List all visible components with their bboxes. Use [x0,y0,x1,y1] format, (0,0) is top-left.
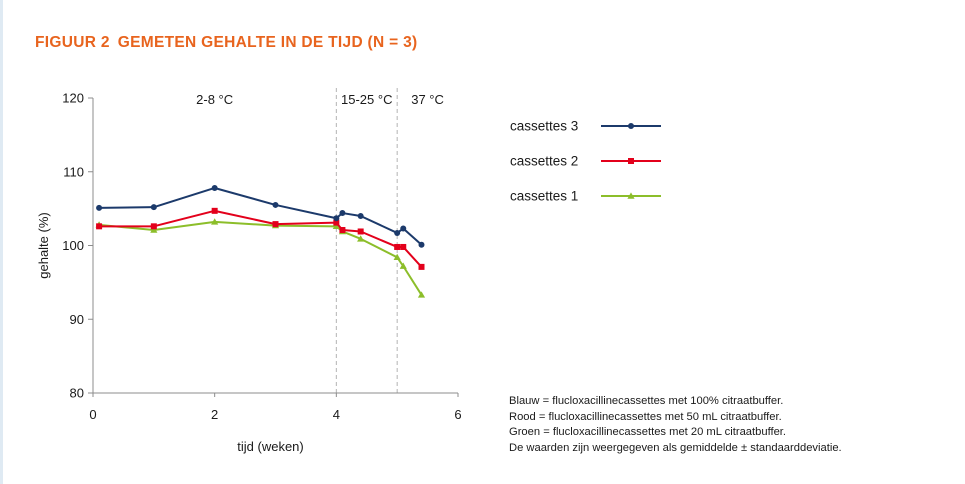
x-tick-label: 4 [333,407,340,422]
data-point [150,204,157,211]
series-cassettes-2 [96,207,425,270]
data-point [357,213,364,219]
data-point [400,243,407,250]
data-point [211,218,219,225]
figure-label: FIGUUR 2 [35,34,110,51]
legend-item: cassettes 1 [510,189,661,204]
data-point [357,228,364,235]
data-point [339,210,346,217]
temperature-labels: 2-8 °C 15-25 °C 37 °C [196,92,444,107]
data-point [150,223,157,230]
series-group [95,184,426,298]
data-point [96,204,103,211]
axes: 80 90 100 110 120 0 2 4 6 tijd (weken) gehalte (%) [36,91,462,455]
series-line [99,186,423,246]
data-point [333,219,340,226]
legend-marker [628,158,634,164]
legend-label: cassettes 2 [510,154,578,169]
footnote-blue: Blauw = flucloxacillinecassettes met 100… [509,395,784,407]
series-line [98,220,423,296]
footnote-green: Groen = flucloxacillinecassettes met 20 … [509,426,787,439]
series-line [99,209,423,268]
legend-marker [628,123,634,129]
data-point [394,243,401,250]
data-point [333,215,340,222]
x-axis-title: tijd (weken) [237,439,303,454]
data-point [418,263,425,270]
series-cassettes-1 [95,218,426,298]
y-tick-label: 100 [62,238,84,253]
data-point [332,222,340,230]
left-rule [0,0,3,484]
temperature-label: 37 °C [411,92,444,107]
legend-label: cassettes 3 [510,119,578,134]
temperature-label: 2-8 °C [196,92,233,107]
data-point [418,241,425,248]
legend: cassettes 3 cassettes 2 cassettes 1 [510,119,661,204]
footnotes: Blauw = flucloxacillinecassettes met 100… [509,394,842,456]
y-tick-label: 90 [70,312,84,327]
data-point [211,184,218,191]
temperature-label: 15-25 °C [341,92,392,107]
data-point [417,291,426,298]
footnote-red: Rood = flucloxacillinecassettes met 50 m… [509,410,782,423]
y-tick-label: 110 [63,164,84,179]
footnote-values: De waarden zijn weergegeven als gemiddel… [509,441,842,454]
data-point [339,227,346,234]
legend-item: cassettes 2 [510,154,661,169]
legend-marker [627,192,635,199]
data-point [393,253,401,260]
data-point [394,229,401,236]
x-tick-label: 0 [89,407,96,422]
temperature-dividers [335,88,398,393]
data-point [272,221,279,228]
x-tick-label: 6 [454,407,461,422]
legend-item: cassettes 3 [510,119,661,134]
x-tick-label: 2 [211,407,218,422]
y-tick-label: 80 [70,386,84,401]
series-cassettes-3 [96,184,425,248]
y-axis-title: gehalte (%) [36,212,51,278]
data-point [357,235,365,242]
y-tick-label: 120 [62,91,84,106]
data-point [399,262,407,269]
legend-label: cassettes 1 [510,189,578,204]
data-point [96,223,103,230]
data-point [400,225,407,232]
data-point [272,201,279,208]
figure-title: FIGUUR 2 GEMETEN GEHALTE IN DE TIJD (N = … [35,34,417,52]
figure-title-text: GEMETEN GEHALTE IN DE TIJD (N = 3) [117,34,418,51]
data-point [150,226,158,233]
data-point [211,207,218,214]
